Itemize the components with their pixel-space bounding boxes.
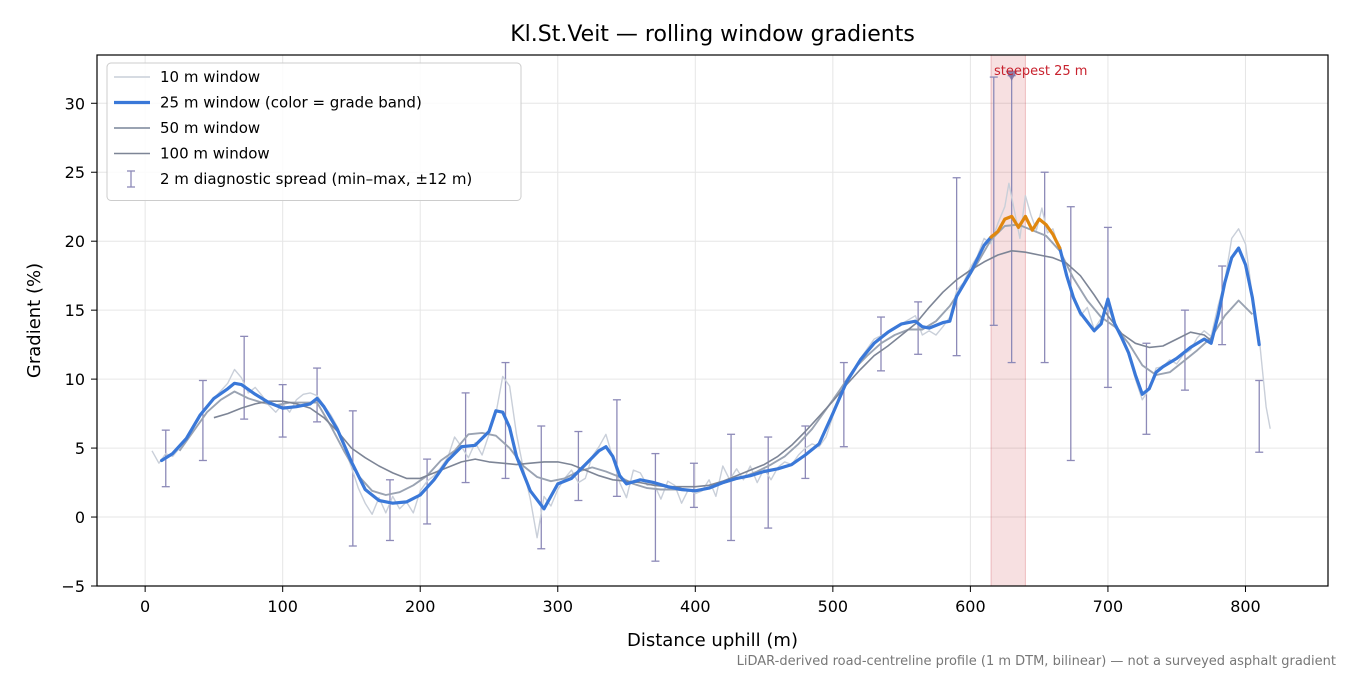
x-tick-label: 500 [818,597,849,616]
error-bar [1066,206,1075,462]
y-axis-title: Gradient (%) [24,263,45,378]
error-bar [423,458,432,525]
error-bar [1255,379,1264,453]
steepest-band-rect [990,54,1026,587]
error-bar [651,452,660,562]
series-lines [151,182,1271,539]
series-25m-line [160,235,993,511]
x-tick-label: 600 [955,597,986,616]
y-tick-label: −5 [61,577,85,596]
series-25m-line [1058,246,1261,396]
legend-item: 50 m window [114,119,260,137]
error-bar [952,177,961,357]
error-bar [801,425,810,480]
legend: 10 m window 25 m window (color = grade ba… [106,62,522,201]
error-bar [727,433,736,542]
error-bar [689,462,698,509]
series-25m-steep-segment [989,214,1062,250]
x-tick-label: 300 [542,597,573,616]
error-bar [198,379,207,462]
error-bar [1040,171,1049,364]
y-tick-label: 25 [65,163,85,182]
error-bar [1218,265,1227,346]
error-bar [537,425,546,550]
error-bar [385,479,394,542]
error-bar [1142,342,1151,435]
x-tick-label: 200 [405,597,436,616]
diagnostic-spread-bars [161,75,1264,562]
x-tick-label: 800 [1230,597,1261,616]
x-axis-ticks: 0 100 200 300 400 500 600 700 800 [140,586,1261,616]
y-tick-label: 5 [75,439,85,458]
error-bar [764,436,773,529]
y-tick-label: 20 [65,232,85,251]
error-bar [240,335,249,420]
legend-label: 100 m window [160,145,270,163]
y-tick-label: 10 [65,370,85,389]
error-bar [989,76,998,326]
x-tick-label: 100 [267,597,298,616]
steepest-band [990,54,1026,587]
legend-item: 100 m window [114,145,270,163]
steepest-marker [1005,70,1018,81]
legend-item: 2 m diagnostic spread (min–max, ±12 m) [127,170,472,188]
x-tick-label: 0 [140,597,150,616]
legend-label: 25 m window (color = grade band) [160,94,422,112]
x-tick-label: 700 [1093,597,1124,616]
chart-title: Kl.St.Veit — rolling window gradients [510,22,915,47]
error-bar [348,410,357,547]
legend-item: 25 m window (color = grade band) [114,94,422,112]
error-bar [839,361,848,448]
error-bar [574,430,583,502]
x-tick-label: 400 [680,597,711,616]
footnote: LiDAR-derived road-centreline profile (1… [737,654,1336,669]
series-100m-line [213,250,1212,488]
legend-label: 10 m window [160,68,260,86]
legend-box [106,62,522,201]
annotations: steepest 25 m [994,64,1087,81]
steepest-label: steepest 25 m [994,64,1087,79]
legend-label: 50 m window [160,119,260,137]
y-tick-label: 0 [75,508,85,527]
y-tick-label: 30 [65,94,85,113]
legend-item: 10 m window [114,68,260,86]
error-bar [914,301,923,355]
x-axis-title: Distance uphill (m) [627,630,798,651]
plot-frame [96,54,1329,587]
legend-label: 2 m diagnostic spread (min–max, ±12 m) [160,170,472,188]
error-bar [278,383,287,438]
y-axis-ticks: −5 0 5 10 15 20 25 30 [61,94,97,596]
y-tick-label: 15 [65,301,85,320]
